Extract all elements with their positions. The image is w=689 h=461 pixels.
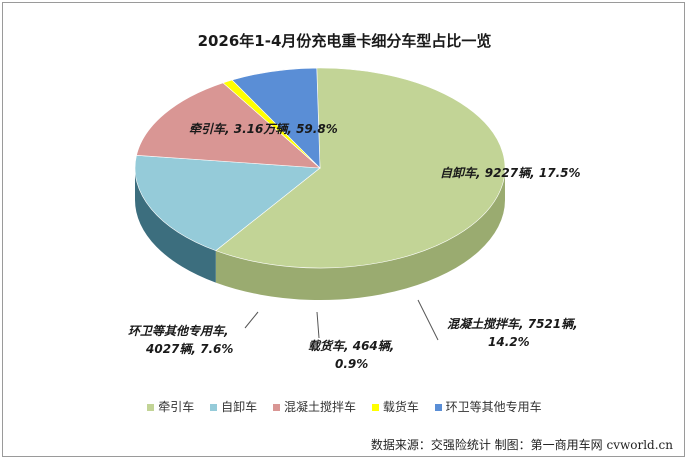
data-label-special-line2: 4027辆, 7.6% xyxy=(145,342,233,356)
pie-slice-dump xyxy=(134,155,321,251)
leader-line-cargo xyxy=(316,311,320,339)
legend-swatch xyxy=(272,404,280,411)
legend: 牵引车 自卸车 混凝土搅拌车 载货车 环卫等其他专用车 xyxy=(0,398,689,415)
data-label-mixer-line1: 混凝土搅拌车, 7521辆, xyxy=(447,317,578,331)
pie-side-tractor xyxy=(215,168,506,300)
legend-swatch xyxy=(210,404,218,411)
legend-item-cargo: 载货车 xyxy=(371,398,419,415)
data-label-mixer-line2: 14.2% xyxy=(488,335,530,349)
pie-slice-special xyxy=(231,67,321,169)
data-label-cargo-line2: 0.9% xyxy=(335,357,368,371)
data-label-tractor: 牵引车, 3.16万辆, 59.8% xyxy=(189,122,338,136)
chart-title: 2026年1-4月份充电重卡细分车型占比一览 xyxy=(197,32,492,50)
pie-side-dump xyxy=(135,168,216,283)
legend-item-special: 环卫等其他专用车 xyxy=(434,398,542,415)
legend-swatch xyxy=(434,404,442,411)
pie-slice-tractor xyxy=(215,67,506,269)
leader-line-special xyxy=(244,311,259,329)
data-label-cargo-line1: 载货车, 464辆, xyxy=(308,339,394,353)
legend-item-mixer: 混凝土搅拌车 xyxy=(272,398,356,415)
source-note: 数据来源：交强险统计 制图：第一商用车网 cvworld.cn xyxy=(370,438,673,452)
pie-slice-mixer xyxy=(136,82,321,169)
data-label-dump: 自卸车, 9227辆, 17.5% xyxy=(440,166,581,180)
pie-sides xyxy=(135,168,506,300)
legend-item-tractor: 牵引车 xyxy=(147,398,194,415)
pie-tops xyxy=(134,67,506,269)
legend-item-dump: 自卸车 xyxy=(210,398,257,415)
data-labels: 牵引车, 3.16万辆, 59.8% 自卸车, 9227辆, 17.5% 混凝土… xyxy=(128,122,581,371)
data-label-special-line1: 环卫等其他专用车, xyxy=(128,324,229,338)
leader-line-mixer xyxy=(417,299,439,341)
leader-lines xyxy=(244,299,439,341)
legend-swatch xyxy=(147,404,155,411)
legend-swatch xyxy=(371,404,379,411)
